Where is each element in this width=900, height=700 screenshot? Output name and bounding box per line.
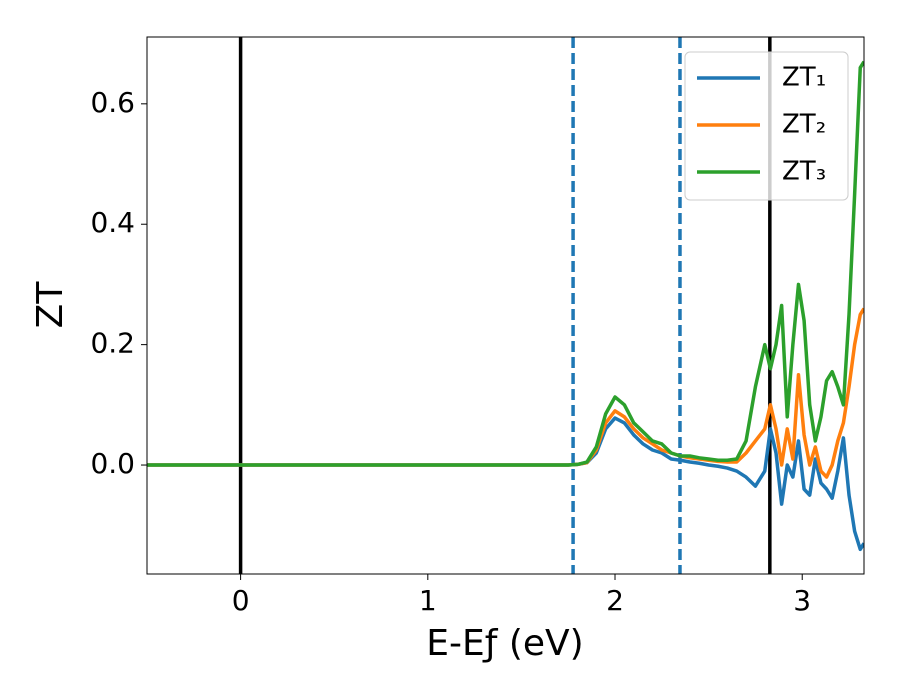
y-tick-label: 0.0 [90,447,135,480]
x-tick-label: 0 [232,584,250,617]
legend-label: ZT₁ [782,63,826,93]
y-tick-label: 0.2 [90,327,135,360]
x-tick-label: 2 [606,584,624,617]
legend-box [684,51,849,201]
x-tick-label: 1 [419,584,437,617]
y-axis-label: ZT [30,281,71,329]
y-tick-label: 0.4 [90,206,135,239]
data-line [147,60,864,467]
x-tick-label: 3 [793,584,811,617]
x-axis-label: E-Eƒ (eV) [426,623,583,664]
y-tick-label: 0.6 [90,86,135,119]
legend-label: ZT₂ [782,110,826,140]
legend-label: ZT₃ [782,157,826,187]
axes-frame [146,36,865,575]
data-line [147,307,864,479]
